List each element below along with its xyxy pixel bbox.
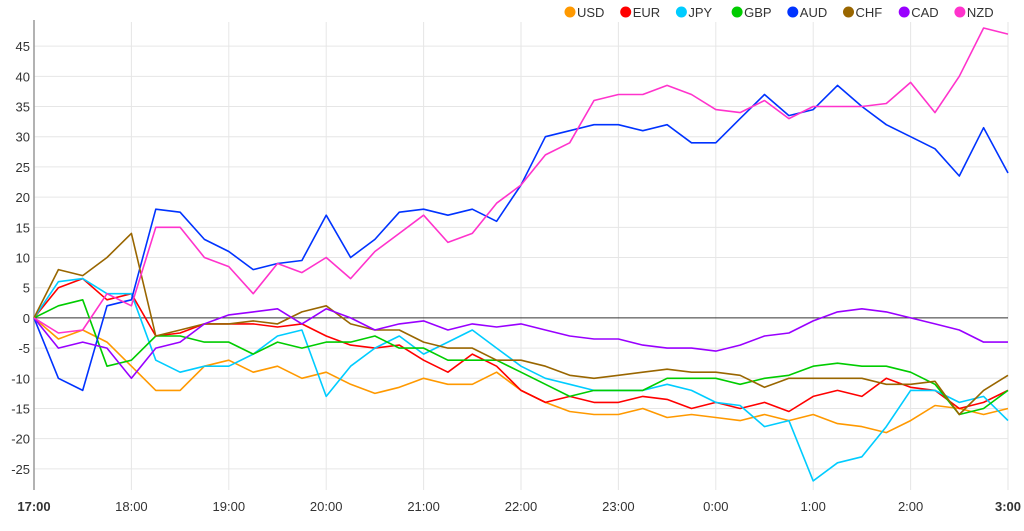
y-tick-label: 40 <box>16 69 30 84</box>
legend-item-usd[interactable]: USD <box>564 5 605 20</box>
y-tick-label: 35 <box>16 100 30 115</box>
y-tick-label: 30 <box>16 130 30 145</box>
y-axis: -25 -20 -15 -10 -5 0 5 10 15 20 25 30 35 40 45 <box>11 20 35 490</box>
legend-swatch <box>731 6 743 18</box>
series-line-chf <box>33 232 1009 416</box>
legend-label: AUD <box>800 5 827 20</box>
series-line-gbp <box>33 299 1009 416</box>
legend-swatch <box>843 6 854 18</box>
y-tick-label: 15 <box>16 220 30 235</box>
legend-item-nzd[interactable]: NZD <box>954 5 994 20</box>
legend-swatch <box>564 6 576 18</box>
legend-label: USD <box>577 5 604 20</box>
legend-label: JPY <box>688 5 712 20</box>
x-tick-label: 0:00 <box>703 499 728 514</box>
legend-item-jpy[interactable]: JPY <box>675 5 713 20</box>
y-tick-label: 5 <box>23 281 30 296</box>
grid <box>33 22 1009 490</box>
y-tick-label: 45 <box>16 39 30 54</box>
y-tick-label: -10 <box>11 371 30 386</box>
x-tick-label: 2:00 <box>898 499 923 514</box>
legend-item-chf[interactable]: CHF <box>843 5 882 20</box>
legend-label: NZD <box>967 5 994 20</box>
legend-label: CAD <box>911 5 938 20</box>
x-tick-label: 21:00 <box>407 499 440 514</box>
y-tick-label: 10 <box>16 251 30 266</box>
x-tick-label: 23:00 <box>602 499 635 514</box>
y-tick-label: -5 <box>18 341 30 356</box>
legend-label: GBP <box>744 5 771 20</box>
legend-swatch <box>787 6 799 18</box>
legend-swatch <box>954 6 966 18</box>
series-line-nzd <box>33 27 1009 334</box>
legend-item-aud[interactable]: AUD <box>787 5 827 20</box>
series-line-cad <box>33 308 1008 380</box>
legend-item-cad[interactable]: CAD <box>898 5 939 20</box>
legend-item-gbp[interactable]: GBP <box>731 5 772 20</box>
legend-swatch <box>620 6 632 18</box>
series-line-eur <box>33 277 1009 413</box>
legend-swatch <box>898 6 910 18</box>
y-tick-label: -15 <box>11 401 30 416</box>
y-tick-label: -20 <box>11 432 30 447</box>
series-line-jpy <box>33 277 1009 482</box>
series-lines <box>33 27 1009 482</box>
y-tick-label: -25 <box>11 462 30 477</box>
y-tick-label: 0 <box>23 311 30 326</box>
x-tick-label: 3:00 <box>995 499 1021 514</box>
legend-label: EUR <box>633 5 660 20</box>
y-tick-label: 25 <box>16 160 30 175</box>
x-tick-label: 17:00 <box>17 499 50 514</box>
x-axis: 17:00 18:00 19:00 20:00 21:00 22:00 23:00 0:00 1… <box>17 499 1021 514</box>
x-tick-label: 19:00 <box>213 499 246 514</box>
x-tick-label: 22:00 <box>505 499 538 514</box>
y-tick-label: 20 <box>16 190 30 205</box>
legend-swatch <box>675 6 687 18</box>
x-tick-label: 1:00 <box>801 499 826 514</box>
legend[interactable]: USD EUR JPY GBP AUD CHF CAD NZD <box>564 5 994 20</box>
legend-item-eur[interactable]: EUR <box>620 5 660 20</box>
x-tick-label: 20:00 <box>310 499 343 514</box>
legend-label: CHF <box>856 5 883 20</box>
x-tick-label: 18:00 <box>115 499 148 514</box>
